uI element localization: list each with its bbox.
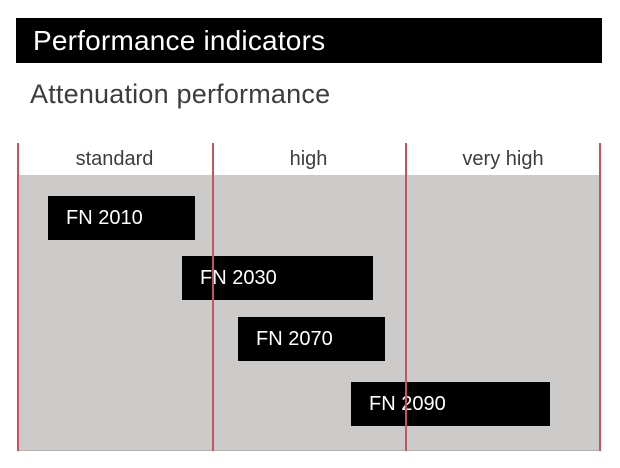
chart-subtitle: Attenuation performance [30,79,331,109]
plot-area: FN 2010 FN 2030 FN 2070 FN 2090 [17,175,601,451]
category-label-very-high: very high [462,147,544,170]
attenuation-chart: standard high very high FN 2010 FN 2030 … [17,143,601,451]
category-label-high: high [289,147,328,170]
bar-fn-2010: FN 2010 [48,196,195,240]
category-header-row: standard high very high [17,143,601,175]
page-title: Performance indicators [33,24,326,56]
bar-label: FN 2030 [200,266,277,289]
title-bar: Performance indicators [16,18,602,63]
bar-label: FN 2090 [369,392,446,415]
bar-fn-2090: FN 2090 [351,382,550,426]
separator-line [599,143,601,451]
bar-label: FN 2010 [66,206,143,229]
bar-label: FN 2070 [256,327,333,350]
separator-line [17,143,19,451]
category-label-standard: standard [75,147,154,170]
separator-line [405,143,407,451]
separator-line [212,143,214,451]
bar-fn-2030: FN 2030 [182,256,373,300]
bar-fn-2070: FN 2070 [238,317,385,361]
